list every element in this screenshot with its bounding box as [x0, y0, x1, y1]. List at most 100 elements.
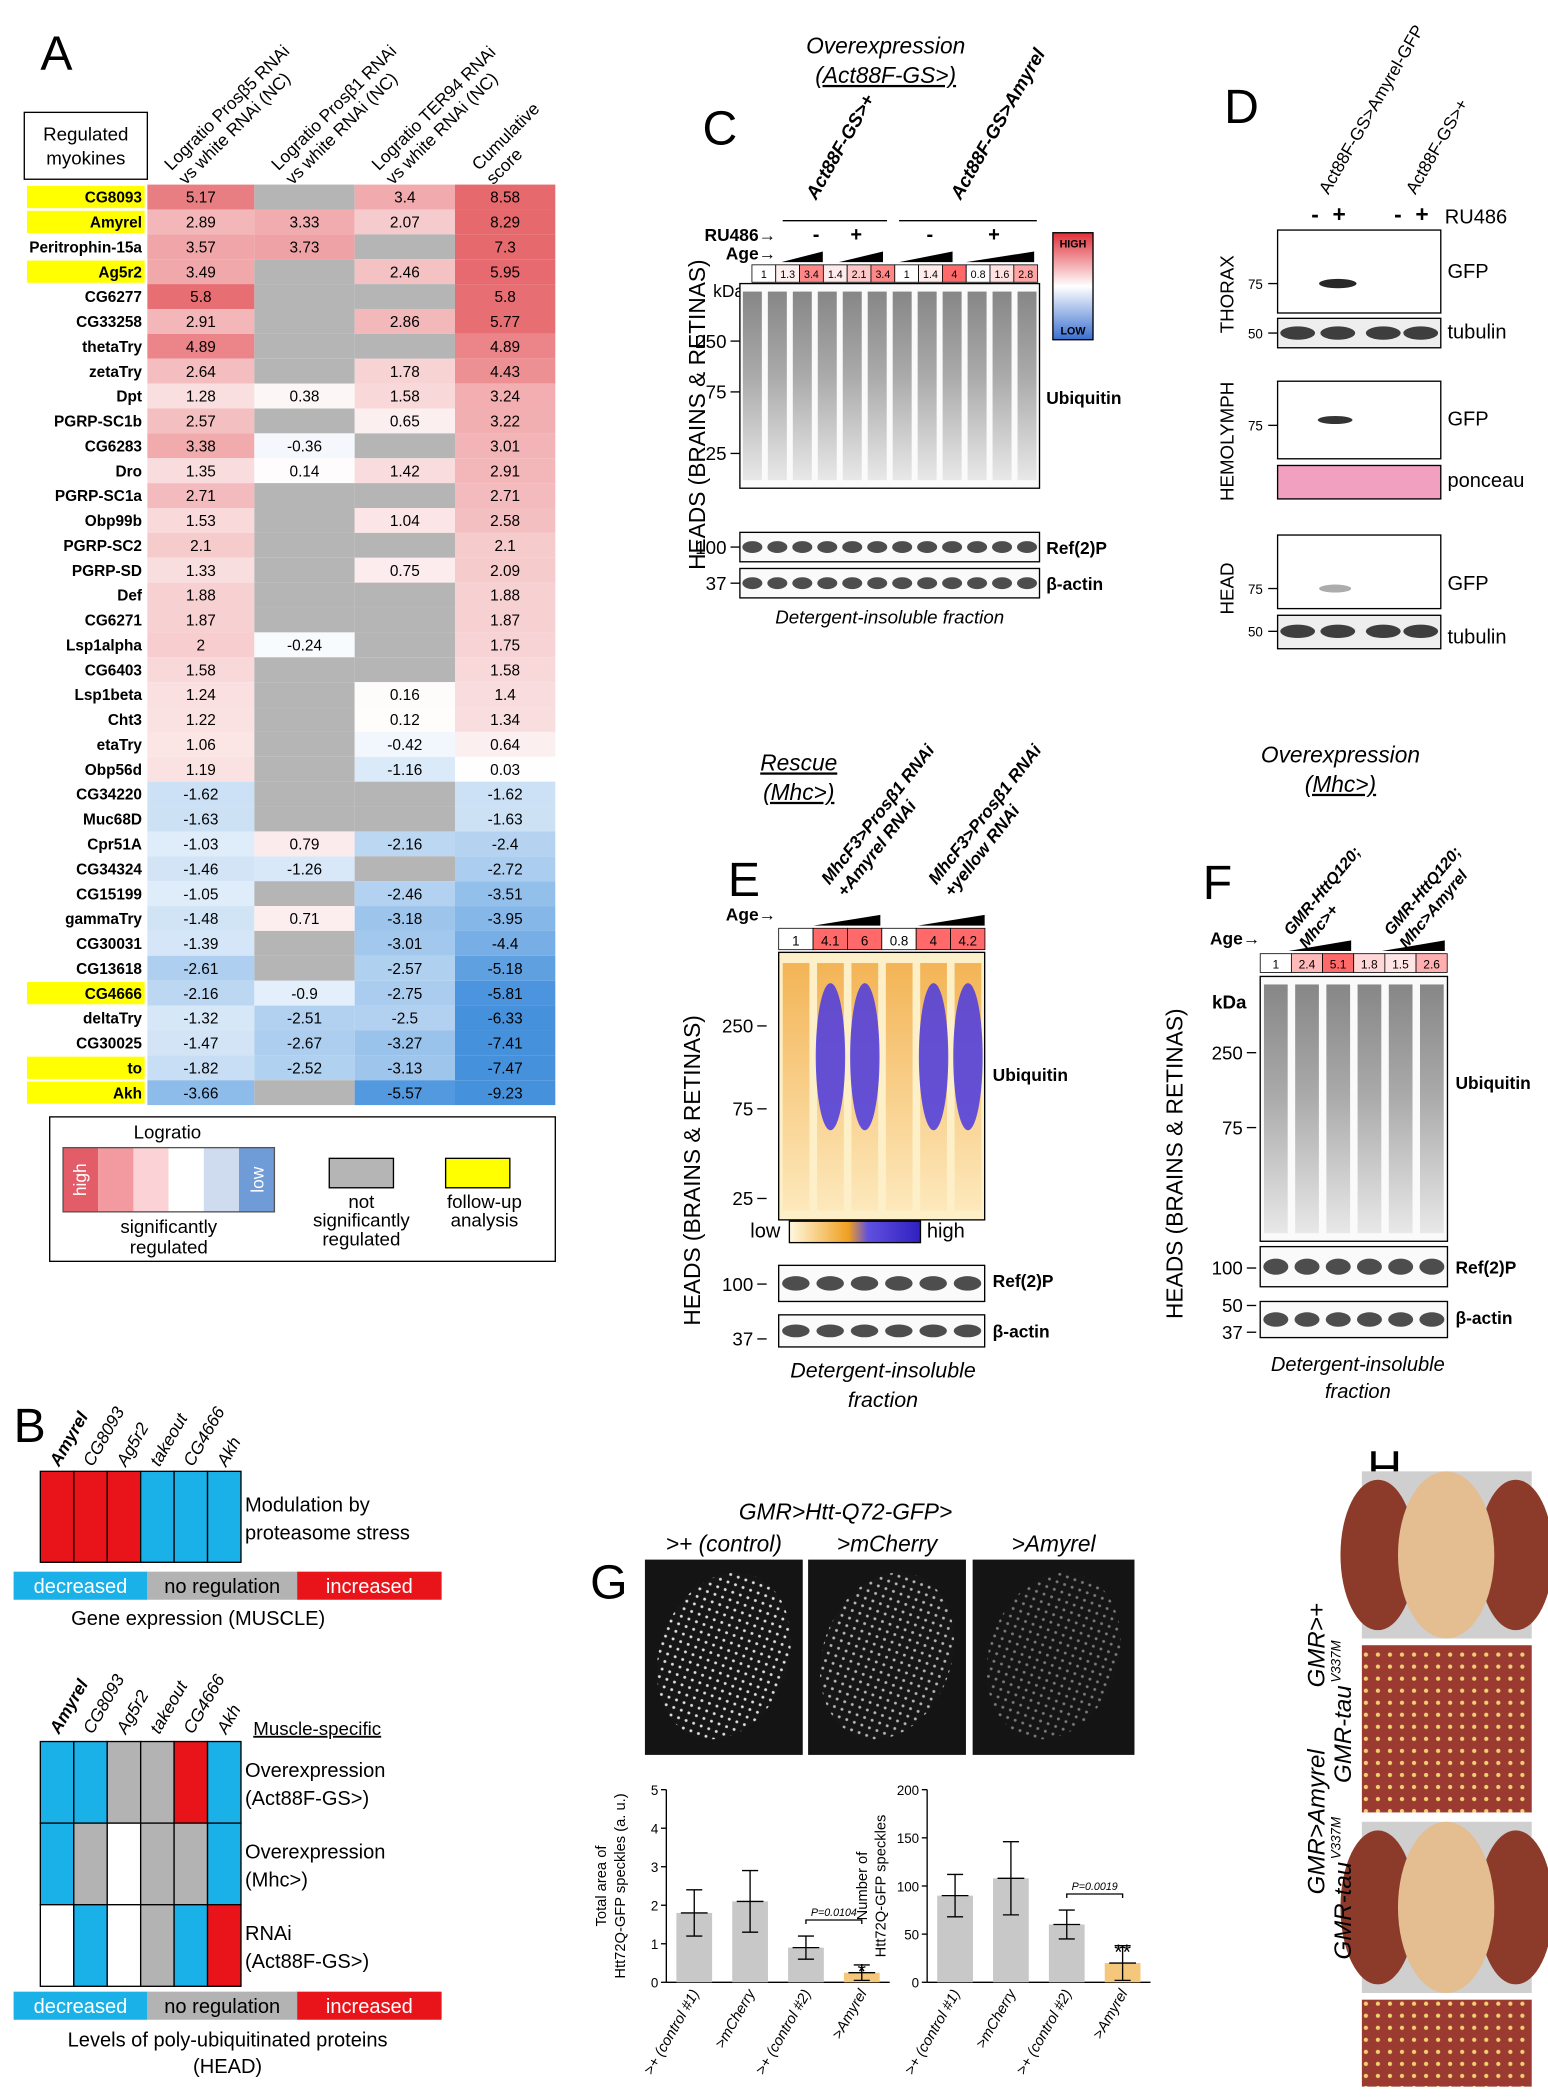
blot-band: [967, 541, 988, 553]
heat-cell: [254, 1030, 355, 1056]
label: RNAi: [245, 1923, 292, 1945]
blot-band: [816, 1324, 844, 1338]
regulation-cell: [139, 1904, 175, 1987]
cell-value: -2.52: [287, 1060, 322, 1077]
cell-value: 1.78: [390, 364, 420, 381]
panel-label: F: [1203, 856, 1232, 910]
empty-cell: [354, 607, 455, 633]
blot: [778, 1264, 986, 1303]
gene-name: Dpt: [116, 389, 142, 406]
cell-value: -1.39: [183, 936, 218, 953]
panel-label: G: [590, 1555, 627, 1609]
label: ponceau: [1447, 470, 1524, 492]
cell-value: 3.57: [186, 239, 216, 256]
heat-cell: [147, 632, 255, 658]
empty-cell: [254, 682, 355, 708]
gene-name: Muc68D: [83, 812, 142, 829]
label: analysis: [451, 1210, 519, 1231]
cell-value: 0.03: [490, 762, 520, 779]
legend-label: decreased: [34, 1576, 128, 1598]
blot-band: [917, 577, 938, 590]
label: (Act88F-GS>): [245, 1788, 369, 1810]
cell-value: 3.4: [394, 190, 416, 207]
age-value: 1: [761, 269, 767, 281]
blot: [1259, 1245, 1449, 1288]
heat-cell: [454, 433, 556, 459]
blot-band: [1017, 541, 1038, 553]
blot-blob: [815, 983, 846, 1131]
heat-cell: [147, 483, 255, 509]
label: Overexpression: [806, 33, 965, 59]
label: Muscle-specific: [253, 1718, 381, 1739]
blot-lane: [917, 291, 937, 481]
gene-name: Obp99b: [85, 513, 142, 530]
gene-name: CG30031: [76, 936, 142, 953]
blot-band: [782, 1276, 810, 1291]
marker-label: 75: [706, 382, 727, 403]
heat-cell: [147, 184, 255, 210]
cell-value: -3.01: [387, 936, 422, 953]
cell-value: 2.91: [490, 463, 520, 480]
label: myokines: [46, 148, 125, 169]
cell-value: 4.89: [186, 339, 216, 356]
legend-swatch: [168, 1147, 204, 1212]
cell-value: 5.77: [490, 314, 520, 331]
label: Age→: [726, 243, 776, 263]
gene-name: CG15199: [76, 886, 142, 903]
regulation-cell: [73, 1470, 108, 1563]
blot-band: [1356, 1258, 1382, 1275]
marker-label: 250: [722, 1016, 753, 1037]
heat-cell: [454, 333, 556, 359]
significance: *: [858, 1959, 866, 1983]
cell-value: 1.58: [490, 662, 520, 679]
cell-value: -1.05: [183, 886, 218, 903]
blot-band: [1017, 577, 1038, 590]
cell-value: -0.24: [287, 637, 322, 654]
error-bar: [792, 1935, 820, 1960]
cell-value: 2.1: [494, 538, 515, 555]
age-value: 1.4: [923, 269, 938, 281]
label: LOW: [1060, 325, 1086, 337]
heat-cell: [147, 333, 255, 359]
cell-value: -2.75: [387, 986, 422, 1003]
legend-swatch: [444, 1157, 511, 1189]
blot: [778, 1314, 986, 1348]
empty-cell: [354, 333, 455, 359]
cell-value: 0.79: [290, 836, 320, 853]
age-box: [1013, 264, 1039, 283]
box: [23, 111, 149, 180]
regulation-cell: [39, 1740, 75, 1824]
gene-name: PGRP-SC2: [63, 538, 142, 555]
blot-band: [1263, 1312, 1289, 1327]
heat-cell: [454, 532, 556, 558]
label: 75: [1248, 582, 1263, 597]
legend-bar: [297, 1991, 442, 2020]
empty-cell: [254, 333, 355, 359]
y-tick-label: 3: [651, 1860, 658, 1875]
regulation-cell: [206, 1740, 242, 1824]
label: V337M: [1328, 1816, 1343, 1859]
blot: [1259, 975, 1449, 1242]
gene-name: CG8093: [85, 190, 142, 207]
cell-value: -3.13: [387, 1060, 422, 1077]
age-wedge: [965, 251, 1035, 263]
regulation-cell: [106, 1470, 142, 1563]
empty-cell: [354, 433, 455, 459]
blot-lane: [1295, 984, 1319, 1234]
blot-lane: [867, 291, 887, 481]
gene-name: CG30025: [76, 1036, 142, 1053]
scale-bar: [1052, 232, 1094, 341]
legend-bar: [13, 1571, 148, 1600]
label: Modulation by: [245, 1494, 370, 1516]
cell-value: -1.46: [183, 861, 218, 878]
heat-cell: [147, 209, 255, 235]
empty-cell: [254, 1080, 355, 1106]
heat-cell: [354, 930, 455, 956]
heat-cell: [454, 184, 556, 210]
legend-label: no regulation: [164, 1576, 280, 1598]
heat-cell: [354, 458, 455, 484]
marker-label: 75: [732, 1099, 753, 1120]
cell-value: 7.3: [494, 239, 515, 256]
empty-cell: [354, 284, 455, 309]
label: HEADS (BRAINS & RETINAS): [679, 1015, 705, 1326]
